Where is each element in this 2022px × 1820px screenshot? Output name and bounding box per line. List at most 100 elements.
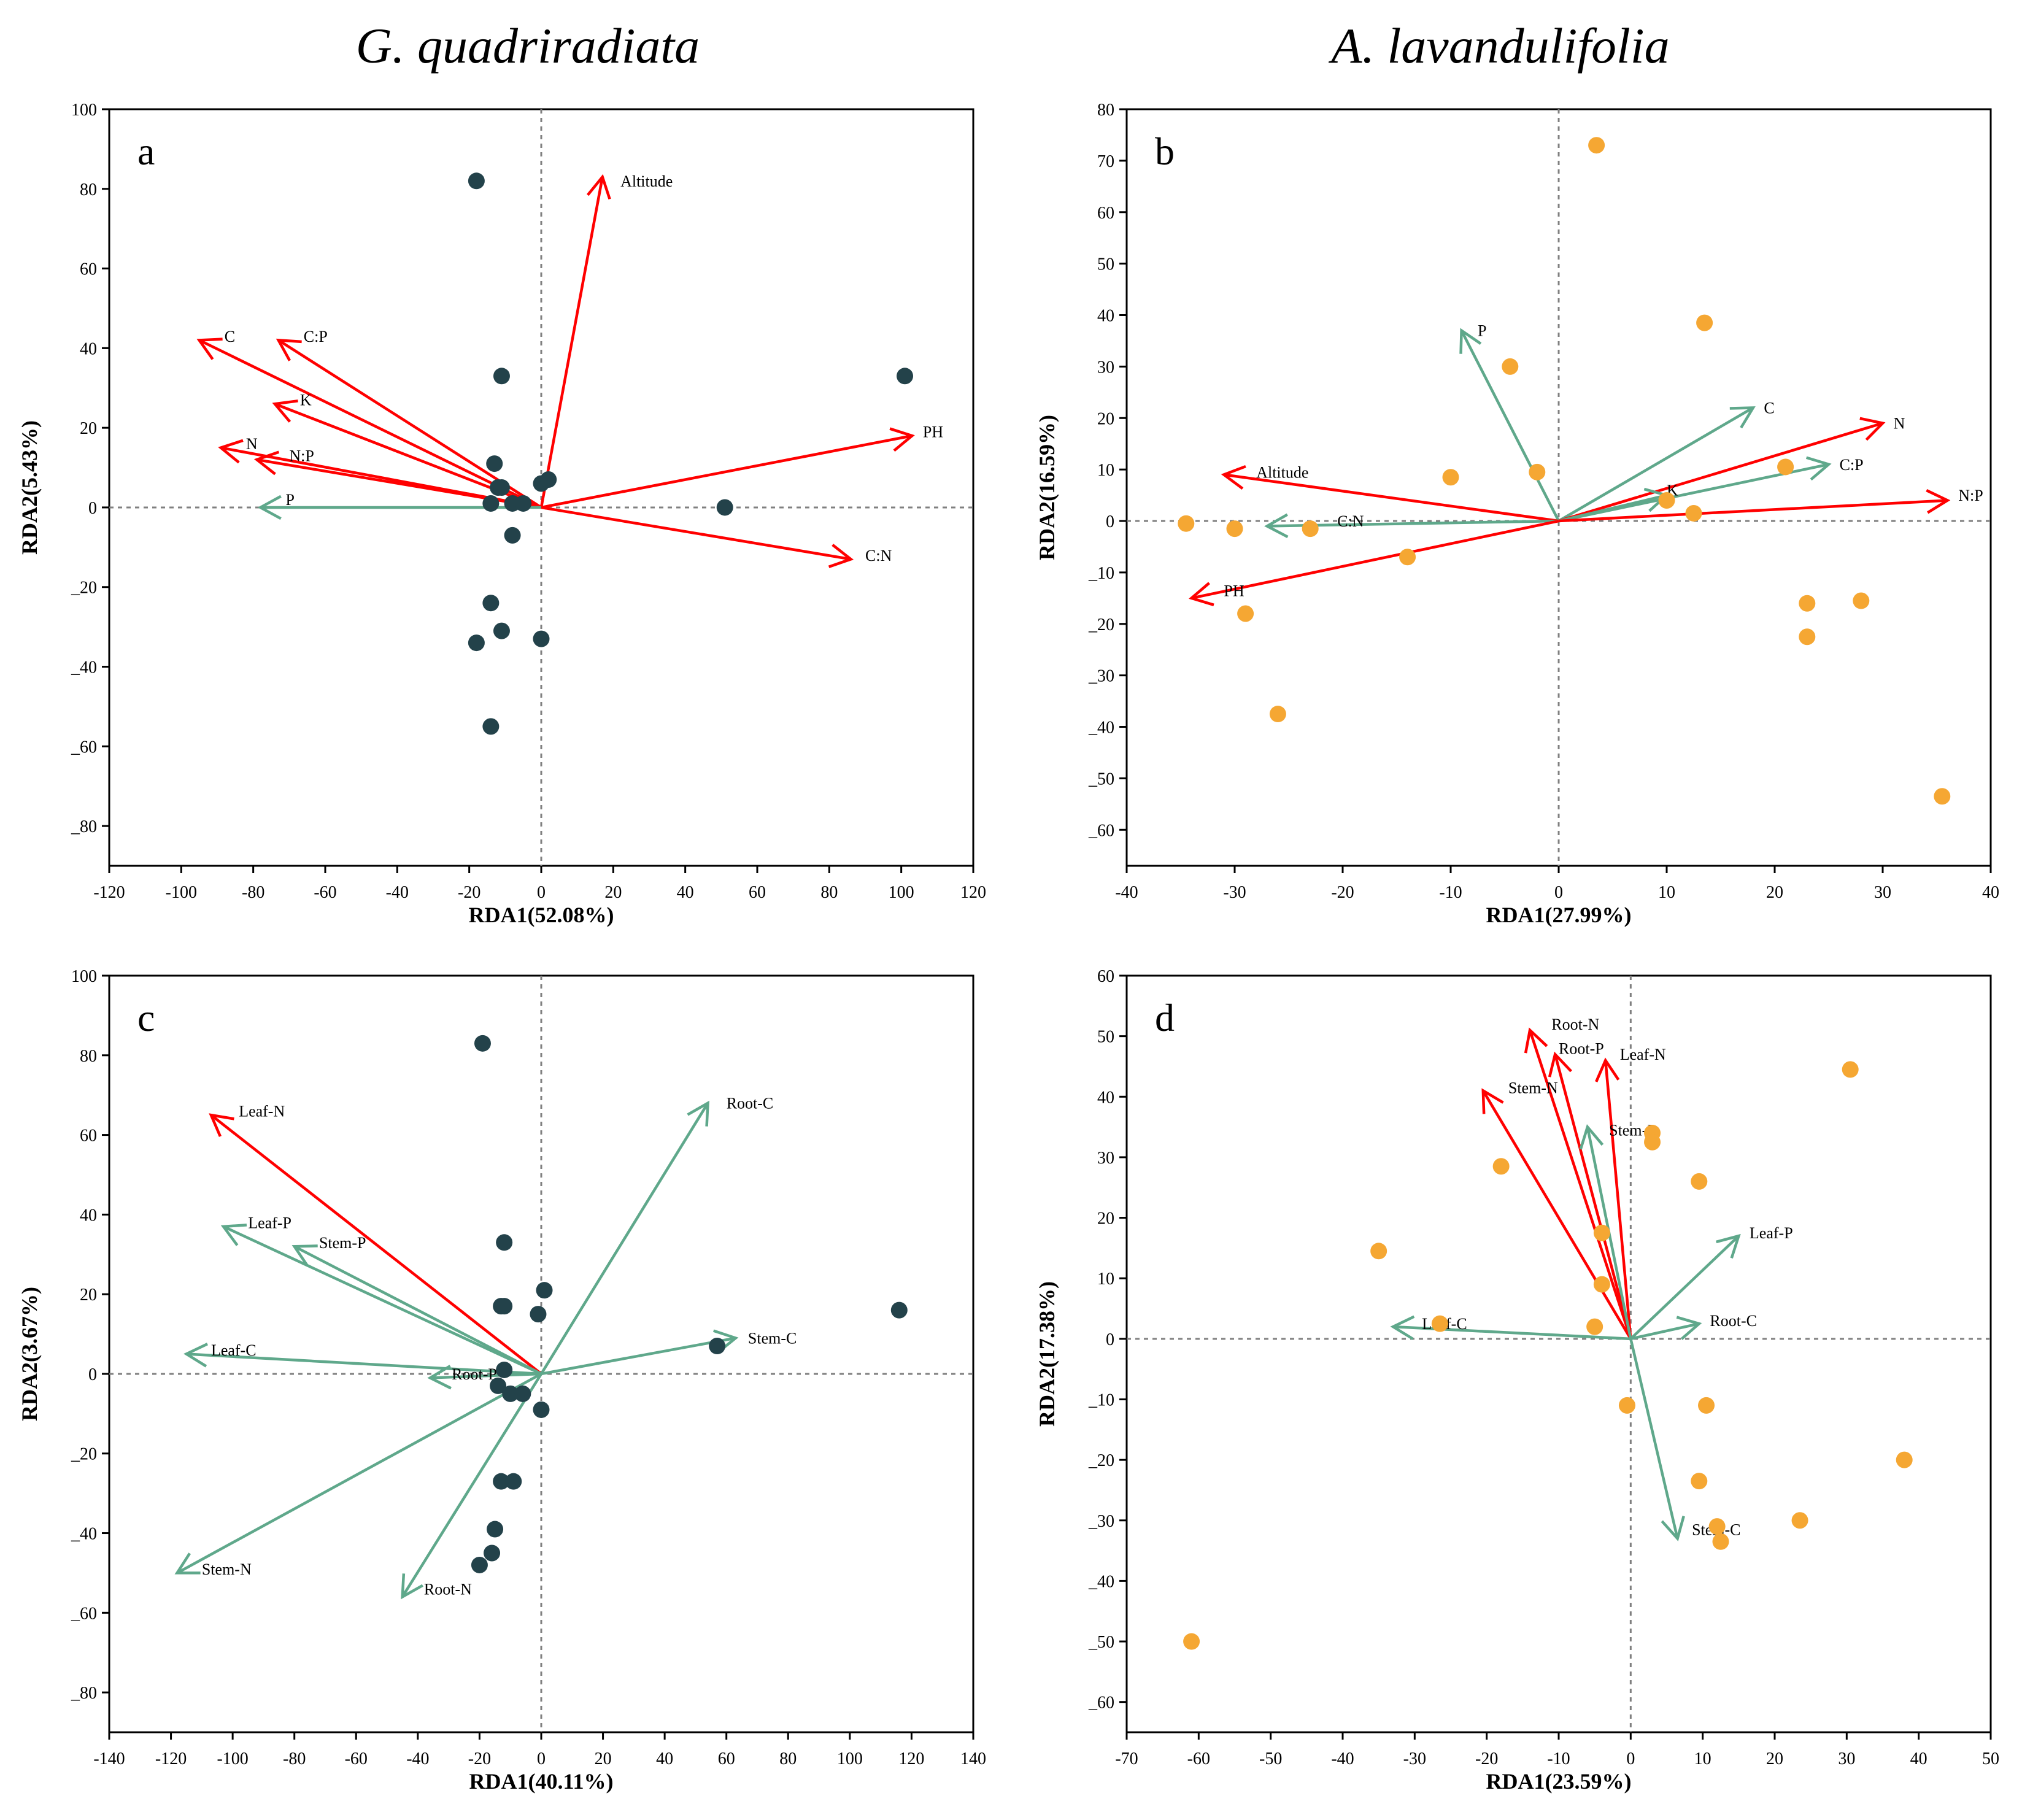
- site-point: [1799, 595, 1816, 612]
- y-tick-label: _40: [71, 1525, 97, 1544]
- x-tick-label: -20: [458, 883, 480, 902]
- y-tick-label: 0: [88, 1365, 97, 1384]
- arrow-label: Root-P: [452, 1365, 497, 1383]
- arrow-label: PH: [923, 423, 943, 441]
- y-tick-label: _60: [71, 738, 97, 757]
- arrow-altitude: Altitude: [539, 172, 673, 508]
- arrow-head: [1221, 465, 1246, 490]
- x-tick-label: -20: [468, 1749, 491, 1768]
- x-tick-label: 20: [604, 883, 622, 902]
- x-tick-label: -40: [1331, 1749, 1354, 1768]
- site-point: [482, 595, 500, 612]
- arrow-shaft: [198, 339, 542, 509]
- x-tick-label: 0: [1626, 1749, 1635, 1768]
- arrow-shaft: [541, 434, 913, 509]
- y-tick-label: 60: [1097, 967, 1114, 986]
- x-tick-label: -60: [1187, 1749, 1210, 1768]
- site-point: [897, 368, 914, 385]
- arrow-altitude: Altitude: [1221, 463, 1559, 523]
- y-tick-label: _50: [1088, 769, 1114, 789]
- site-point: [1269, 706, 1286, 723]
- x-tick-label: -20: [1475, 1749, 1498, 1768]
- arrow-head: [1481, 1088, 1504, 1114]
- arrow-label: Altitude: [1256, 463, 1308, 481]
- arrow-ph: PH: [541, 423, 943, 509]
- arrow-leaf-n: Leaf-N: [1595, 1046, 1666, 1340]
- y-tick-label: _40: [71, 658, 97, 677]
- plot-frame: [1125, 974, 1992, 1733]
- arrow-head: [1661, 1516, 1685, 1541]
- site-point: [709, 1338, 726, 1355]
- arrow-root-p: Root-P: [427, 1365, 542, 1390]
- site-point: [1777, 458, 1794, 476]
- arrow-root-c: Root-C: [540, 1095, 773, 1375]
- x-tick-label: -120: [93, 883, 125, 902]
- y-tick-label: 40: [80, 1206, 97, 1225]
- site-point: [493, 479, 510, 496]
- arrow-head: [1926, 489, 1951, 514]
- arrow-shaft: [539, 176, 604, 508]
- x-tick-label: -20: [1331, 883, 1354, 902]
- arrow-head: [220, 1224, 247, 1246]
- arrow-c: C: [1557, 399, 1775, 522]
- y-tick-label: 60: [1097, 204, 1114, 223]
- x-tick-label: 10: [1658, 883, 1675, 902]
- arrow-ph: PH: [1189, 519, 1559, 606]
- arrow-shaft: [1553, 1054, 1632, 1340]
- arrow-p: P: [1459, 322, 1561, 522]
- y-tick-label: 0: [88, 499, 97, 518]
- arrow-head: [1716, 1233, 1741, 1259]
- x-tick-label: 0: [537, 1749, 546, 1768]
- arrow-root-n: Root-N: [401, 1373, 542, 1600]
- site-point: [1618, 1397, 1635, 1414]
- site-point: [1226, 520, 1243, 538]
- site-point: [1399, 549, 1416, 566]
- x-tick-label: -10: [1439, 883, 1462, 902]
- arrow-label: Stem-N: [1508, 1079, 1558, 1097]
- arrow-stem-c: Stem-C: [1629, 1338, 1741, 1541]
- site-point: [1442, 469, 1459, 486]
- arrow-head: [1595, 1057, 1620, 1082]
- arrow-head: [291, 1244, 318, 1267]
- column-title-left: G. quadriradiata: [355, 18, 700, 74]
- y-tick-label: 80: [80, 1047, 97, 1066]
- y-tick-label: _20: [71, 579, 97, 598]
- site-point: [716, 499, 733, 516]
- y-tick-label: 20: [80, 419, 97, 438]
- y-tick-label: _10: [1088, 564, 1114, 583]
- arrow-root-p: Root-P: [1548, 1039, 1632, 1340]
- arrow-n-p: N:P: [1558, 487, 1983, 523]
- arrow-shaft: [1558, 493, 1667, 523]
- panel-letter: d: [1155, 996, 1175, 1039]
- arrow-label: Altitude: [620, 172, 673, 190]
- site-point: [1896, 1451, 1913, 1468]
- y-tick-label: _20: [1088, 1451, 1114, 1470]
- arrow-head: [1390, 1315, 1415, 1340]
- y-tick-label: _30: [1088, 667, 1114, 686]
- arrow-head: [889, 427, 915, 452]
- arrow-label: Stem-C: [748, 1330, 797, 1348]
- arrow-shaft: [401, 1373, 542, 1598]
- site-point: [504, 526, 521, 544]
- arrow-label: N: [1894, 415, 1905, 433]
- arrow-label: C:P: [1840, 456, 1864, 474]
- site-point: [1842, 1061, 1859, 1078]
- arrow-label: Leaf-N: [239, 1103, 285, 1120]
- arrow-head: [174, 1552, 201, 1575]
- arrow-head: [272, 399, 298, 423]
- site-point: [1708, 1518, 1726, 1535]
- x-tick-label: -60: [314, 883, 336, 902]
- arrow-head: [1548, 1051, 1572, 1078]
- site-point: [1712, 1533, 1729, 1550]
- y-tick-label: _60: [1088, 821, 1114, 840]
- arrow-shaft: [1460, 330, 1561, 522]
- site-point: [493, 1473, 510, 1490]
- x-tick-label: -70: [1115, 1749, 1138, 1768]
- site-point: [1586, 1318, 1603, 1335]
- arrow-shaft: [1557, 406, 1754, 522]
- x-tick-label: -100: [217, 1749, 248, 1768]
- arrow-shaft: [1629, 1235, 1740, 1340]
- panel-d: -70 -60 -50 -40 -30 -20 -10 0 10 20 30 40 50 60 50 40 30…: [1035, 967, 1999, 1794]
- y-tick-label: 0: [1106, 1330, 1114, 1349]
- arrow-root-c: Root-C: [1630, 1312, 1757, 1341]
